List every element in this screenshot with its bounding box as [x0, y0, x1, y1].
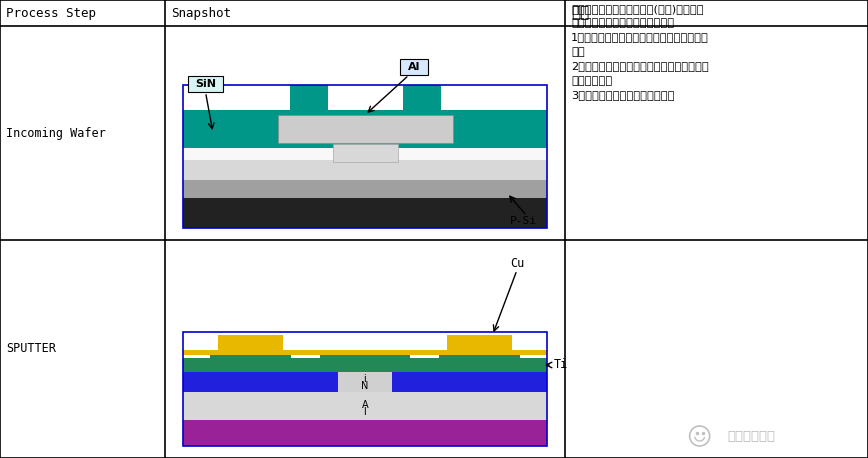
Bar: [400, 59, 428, 75]
Bar: [290, 85, 327, 115]
Bar: [330, 392, 400, 420]
Bar: [183, 148, 547, 160]
Bar: [400, 358, 547, 372]
Bar: [447, 335, 512, 355]
Text: Al: Al: [408, 62, 420, 72]
Text: Ti: Ti: [554, 359, 569, 371]
Bar: [183, 110, 547, 148]
Bar: [400, 372, 547, 392]
Text: Incoming Wafer: Incoming Wafer: [6, 126, 106, 140]
Text: A: A: [362, 399, 368, 409]
Bar: [392, 372, 400, 392]
Text: SiN: SiN: [195, 79, 216, 89]
Bar: [183, 180, 547, 198]
Bar: [183, 372, 330, 392]
Bar: [320, 352, 410, 372]
Bar: [183, 350, 547, 355]
Text: Snapshot: Snapshot: [171, 6, 231, 20]
Bar: [439, 350, 520, 372]
Text: Cu: Cu: [510, 257, 524, 270]
Text: P-Si: P-Si: [510, 216, 537, 226]
Bar: [183, 332, 547, 446]
Text: l: l: [364, 407, 366, 417]
Text: SPUTTER: SPUTTER: [6, 343, 56, 355]
Bar: [330, 372, 338, 392]
Bar: [183, 420, 547, 446]
Text: N: N: [361, 381, 369, 391]
Bar: [183, 372, 547, 392]
Text: Sputter是真空镀膜的一种方式。它的工作原
理是在高真空的状态中冲入氩气，在强电场
的作用下使气体辉光放电，产生氩正离子，
并加速形成高能量的离子流轰击在靶: Sputter是真空镀膜的一种方式。它的工作原 理是在高真空的状态中冲入氩气，在…: [571, 0, 724, 100]
Bar: [332, 144, 398, 162]
Bar: [338, 372, 392, 392]
Bar: [183, 392, 547, 420]
Bar: [183, 358, 330, 372]
Text: i: i: [364, 374, 366, 384]
Bar: [218, 335, 283, 355]
Bar: [183, 85, 547, 228]
Text: Process Step: Process Step: [6, 6, 96, 20]
Bar: [183, 358, 547, 372]
Bar: [183, 198, 547, 228]
Bar: [278, 115, 452, 143]
Bar: [210, 350, 291, 372]
Bar: [183, 160, 547, 180]
Bar: [403, 85, 440, 115]
Text: 封装工艺精进: 封装工艺精进: [727, 430, 776, 442]
Bar: [188, 76, 223, 92]
Text: 说明: 说明: [571, 5, 589, 21]
